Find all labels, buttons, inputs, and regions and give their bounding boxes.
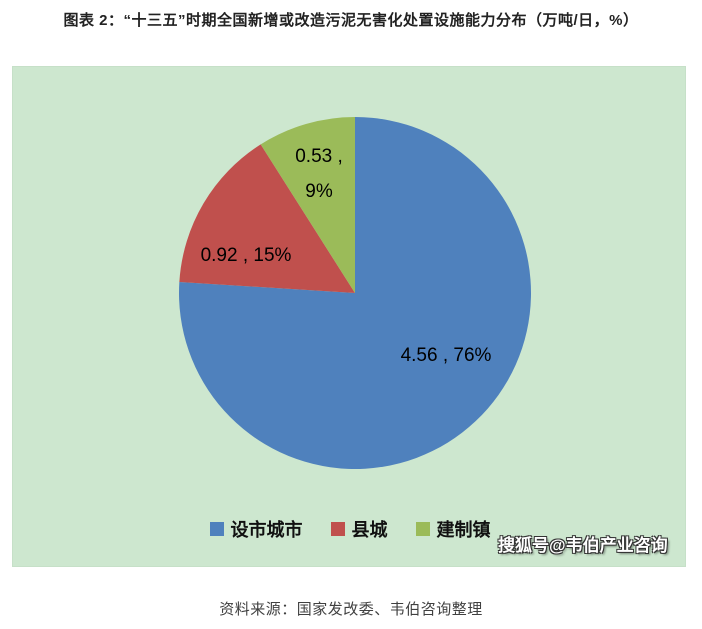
- legend-item-towns: 建制镇: [415, 516, 491, 542]
- pie-slice-0: [179, 117, 532, 469]
- pie-label-cities: 4.56 , 76%: [400, 345, 492, 366]
- chart-panel: 4.56 , 76% 0.92 , 15% 0.53 , 9% 设市城市 县城 …: [12, 66, 686, 567]
- legend-item-county: 县城: [330, 516, 388, 542]
- page-title: 图表 2：“十三五”时期全国新增或改造污泥无害化处置设施能力分布（万吨/日，%）: [63, 12, 639, 29]
- legend-swatch-cities-icon: [209, 522, 224, 536]
- pie-chart-svg: [179, 117, 532, 469]
- legend-swatch-towns-icon: [415, 522, 430, 536]
- legend-label-county: 县城: [351, 520, 388, 540]
- legend-item-cities: 设市城市: [209, 516, 303, 542]
- watermark: 搜狐号@韦伯产业咨询: [498, 536, 668, 555]
- pie-slice-2: [260, 117, 355, 293]
- pie-label-towns: 0.53 , 9%: [295, 139, 343, 209]
- legend-swatch-county-icon: [330, 522, 345, 536]
- legend: 设市城市 县城 建制镇: [13, 513, 687, 545]
- pie-label-towns-line1: 0.53 ,: [295, 146, 343, 167]
- legend-label-cities: 设市城市: [230, 520, 303, 540]
- source-line: 资料来源：国家发改委、韦伯咨询整理: [219, 601, 483, 618]
- legend-label-towns: 建制镇: [436, 520, 491, 540]
- pie-label-county: 0.92 , 15%: [200, 245, 292, 266]
- pie-slice-1: [179, 144, 355, 293]
- pie-label-towns-line2: 9%: [305, 181, 333, 202]
